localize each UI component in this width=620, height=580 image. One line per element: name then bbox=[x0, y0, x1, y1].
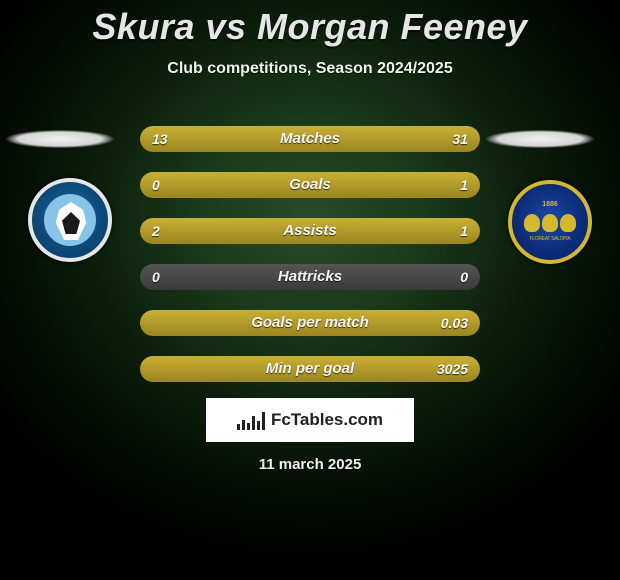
stat-row: 0Hattricks0 bbox=[140, 264, 480, 290]
player-shadow-left bbox=[6, 130, 114, 148]
date-label: 11 march 2025 bbox=[0, 456, 620, 473]
stat-row: 0Goals1 bbox=[140, 172, 480, 198]
stat-label: Matches bbox=[140, 126, 480, 152]
stat-value-right: 0 bbox=[460, 264, 468, 290]
club-badge-right: 1886 FLOREAT SALOPIA bbox=[508, 180, 592, 264]
bars-icon bbox=[237, 410, 265, 430]
stat-label: Min per goal bbox=[140, 356, 480, 382]
stat-label: Goals per match bbox=[140, 310, 480, 336]
stat-row: Goals per match0.03 bbox=[140, 310, 480, 336]
stat-value-right: 1 bbox=[460, 172, 468, 198]
stat-value-right: 3025 bbox=[437, 356, 468, 382]
page-title: Skura vs Morgan Feeney bbox=[0, 0, 620, 48]
stat-value-right: 0.03 bbox=[441, 310, 468, 336]
badge-year: 1886 bbox=[542, 201, 558, 208]
stat-label: Hattricks bbox=[140, 264, 480, 290]
stats-panel: 13Matches310Goals12Assists10Hattricks0Go… bbox=[140, 126, 480, 402]
infographic-root: Skura vs Morgan Feeney Club competitions… bbox=[0, 0, 620, 580]
stat-row: 2Assists1 bbox=[140, 218, 480, 244]
fctables-label: FcTables.com bbox=[271, 410, 383, 430]
lions-icon bbox=[524, 214, 576, 232]
badge-motto: FLOREAT SALOPIA bbox=[530, 236, 571, 242]
stat-value-right: 31 bbox=[452, 126, 468, 152]
player-shadow-right bbox=[486, 130, 594, 148]
swan-icon bbox=[44, 194, 96, 246]
stat-row: Min per goal3025 bbox=[140, 356, 480, 382]
stat-value-right: 1 bbox=[460, 218, 468, 244]
subtitle: Club competitions, Season 2024/2025 bbox=[0, 60, 620, 78]
stat-row: 13Matches31 bbox=[140, 126, 480, 152]
club-badge-left bbox=[28, 178, 112, 262]
fctables-watermark: FcTables.com bbox=[206, 398, 414, 442]
stat-label: Assists bbox=[140, 218, 480, 244]
stat-label: Goals bbox=[140, 172, 480, 198]
